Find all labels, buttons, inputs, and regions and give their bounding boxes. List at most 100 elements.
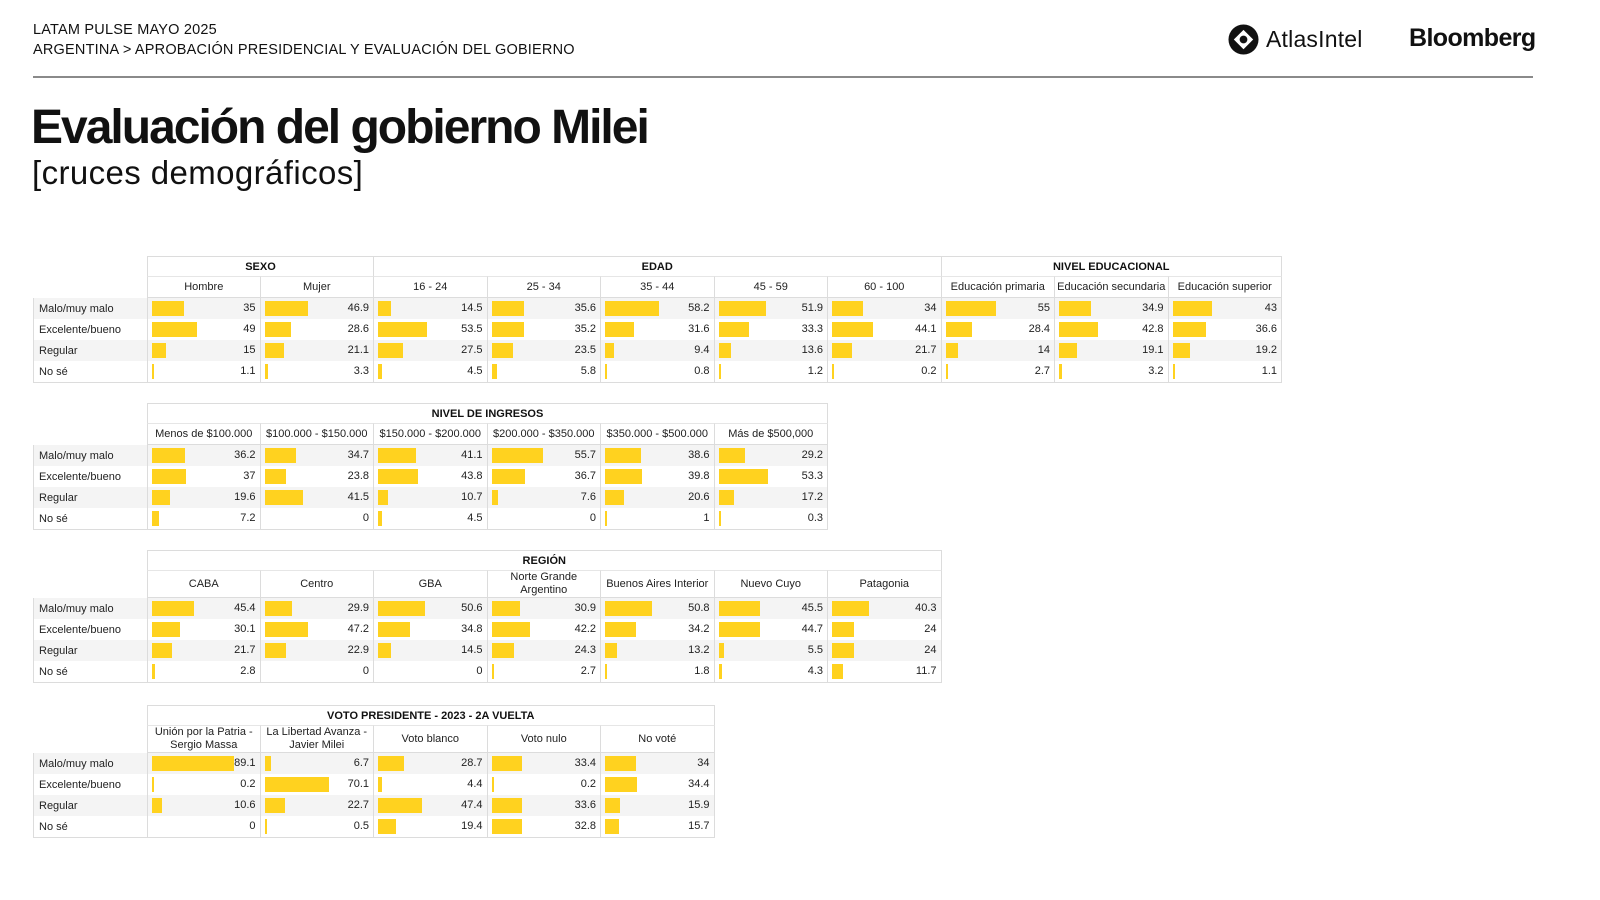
value-label: 22.9 — [347, 644, 369, 656]
table-cell: 23.5 — [488, 340, 601, 361]
table-cell: 0.5 — [261, 816, 374, 837]
value-label: 10.7 — [461, 491, 483, 503]
value-label: 31.6 — [688, 323, 710, 335]
value-bar — [491, 448, 543, 463]
row-label-no-se: No sé — [33, 361, 147, 382]
value-bar — [491, 664, 494, 679]
value-label: 1.2 — [807, 365, 823, 377]
row-label-excelente-bueno: Excelente/bueno — [33, 466, 147, 487]
row-label-malo-muy-malo: Malo/muy malo — [33, 445, 147, 466]
table-cell: 0 — [147, 816, 261, 837]
value-bar — [718, 343, 731, 358]
table-cell: 21.1 — [261, 340, 374, 361]
table-cell: 38.6 — [601, 445, 715, 466]
table-cell: 0 — [488, 508, 601, 529]
value-label: 28.4 — [1028, 323, 1050, 335]
value-label: 30.1 — [234, 623, 256, 635]
table-cell: 34.8 — [374, 619, 488, 640]
value-bar — [718, 469, 768, 484]
column-header-nuevo-cuyo: Nuevo Cuyo — [714, 570, 828, 598]
row-label-excelente-bueno: Excelente/bueno — [33, 774, 147, 795]
value-bar — [491, 364, 497, 379]
value-label: 45.5 — [801, 602, 823, 614]
value-label: 4.4 — [467, 778, 483, 790]
value-label: 15.7 — [688, 820, 710, 832]
table-cell: 9.4 — [601, 340, 715, 361]
value-bar — [605, 301, 659, 316]
value-bar — [491, 601, 520, 616]
table-cell: 0 — [261, 661, 374, 682]
value-bar — [264, 622, 308, 637]
table-cell: 15 — [147, 340, 261, 361]
value-bar — [832, 601, 870, 616]
column-header-mujer: Mujer — [260, 276, 374, 298]
row-label-no-se: No sé — [33, 508, 147, 529]
value-label: 14.5 — [461, 644, 483, 656]
table-cell: 6.7 — [261, 753, 374, 774]
table-cell: 1 — [601, 508, 715, 529]
table-cell: 47.2 — [261, 619, 374, 640]
table-cell: 10.7 — [374, 487, 488, 508]
value-label: 21.7 — [234, 644, 256, 656]
table-cell: 43 — [1169, 298, 1282, 319]
table-cell: 27.5 — [374, 340, 488, 361]
table-cell: 44.7 — [715, 619, 828, 640]
table-cell: 2.8 — [147, 661, 261, 682]
value-label: 27.5 — [461, 344, 483, 356]
table-cell: 14.5 — [374, 640, 488, 661]
value-label: 4.5 — [467, 365, 483, 377]
value-bar — [152, 448, 186, 463]
table-cell: 0.2 — [488, 774, 601, 795]
value-bar — [378, 301, 392, 316]
value-label: 0 — [362, 665, 369, 677]
value-label: 42.2 — [574, 623, 596, 635]
value-bar — [378, 601, 425, 616]
table-cell: 89.1 — [147, 753, 261, 774]
value-bar — [378, 819, 396, 834]
value-label: 7.6 — [580, 491, 596, 503]
value-label: 24.3 — [574, 644, 596, 656]
value-bar — [491, 490, 499, 505]
value-label: 47.4 — [461, 799, 483, 811]
value-label: 20.6 — [688, 491, 710, 503]
value-label: 0 — [589, 512, 596, 524]
value-bar — [264, 798, 286, 813]
column-header-educacion-secundaria: Educación secundaria — [1055, 276, 1169, 298]
value-label: 23.5 — [574, 344, 596, 356]
value-bar — [152, 301, 185, 316]
value-label: 36.2 — [234, 449, 256, 461]
value-label: 7.2 — [240, 512, 256, 524]
table-cell: 19.6 — [147, 487, 261, 508]
value-label: 0.2 — [921, 365, 937, 377]
value-bar — [264, 777, 329, 792]
value-label: 1.8 — [694, 665, 710, 677]
value-label: 36.6 — [1255, 323, 1277, 335]
row-label-regular: Regular — [33, 487, 147, 508]
value-label: 3.2 — [1148, 365, 1164, 377]
table-cell: 24.3 — [488, 640, 601, 661]
value-label: 28.7 — [461, 757, 483, 769]
table-cell: 29.2 — [715, 445, 828, 466]
table-cell: 13.6 — [715, 340, 828, 361]
row-label-regular: Regular — [33, 795, 147, 816]
value-label: 19.4 — [461, 820, 483, 832]
value-bar — [152, 343, 166, 358]
table-cell: 31.6 — [601, 319, 715, 340]
value-label: 46.9 — [347, 302, 369, 314]
value-bar — [605, 622, 637, 637]
page-subtitle: [cruces demográficos] — [32, 154, 364, 191]
column-header-educacion-primaria: Educación primaria — [941, 276, 1055, 298]
table-cell: 30.9 — [488, 598, 601, 619]
table-bottom-border — [33, 837, 715, 838]
table-cell: 33.4 — [488, 753, 601, 774]
value-bar — [152, 511, 159, 526]
value-label: 3.3 — [353, 365, 369, 377]
value-bar — [718, 301, 767, 316]
table-cell: 3.3 — [261, 361, 374, 382]
row-label-excelente-bueno: Excelente/bueno — [33, 619, 147, 640]
table-cell: 55.7 — [488, 445, 601, 466]
table-cell: 50.8 — [601, 598, 715, 619]
column-header-mas-de-500-000: Más de $500,000 — [714, 423, 828, 445]
table-cell: 1.2 — [715, 361, 828, 382]
value-bar — [832, 343, 852, 358]
